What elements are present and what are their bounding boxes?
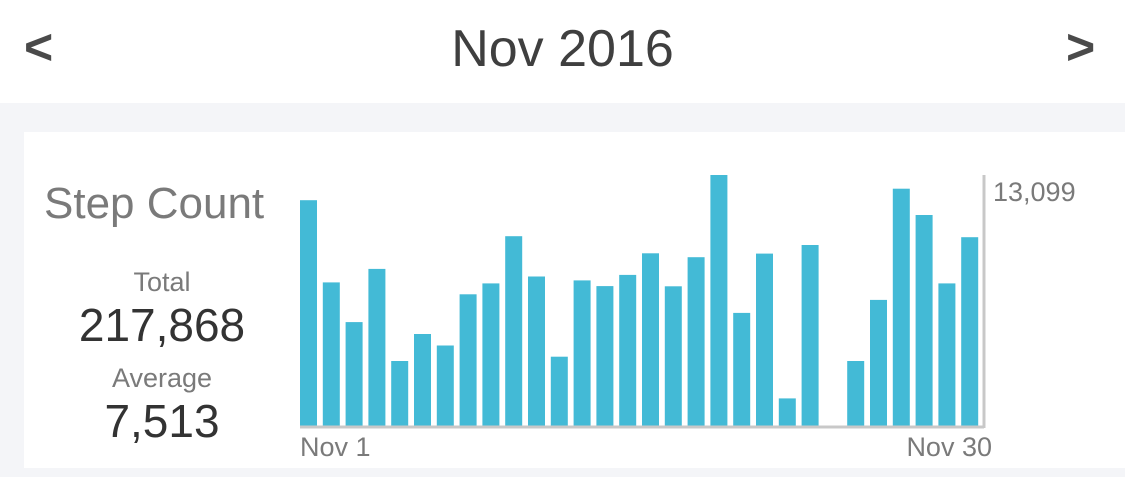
bar-nov-17	[664, 286, 682, 426]
bar-nov-12	[550, 356, 568, 426]
bar-nov-7	[436, 345, 454, 426]
y-max-label: 13,099	[993, 177, 1076, 207]
bar-nov-5	[391, 361, 409, 426]
bar-nov-23	[801, 245, 819, 426]
bar-nov-4	[368, 268, 386, 426]
bar-nov-10	[505, 236, 523, 426]
total-value: 217,868	[78, 299, 246, 351]
bar-nov-20	[733, 312, 751, 426]
bar-nov-15	[619, 274, 637, 426]
bar-nov-11	[528, 276, 545, 426]
bar-nov-3	[345, 322, 363, 426]
bar-series	[300, 175, 979, 426]
x-start-label: Nov 1	[300, 432, 371, 462]
bar-nov-2	[322, 282, 340, 426]
bar-nov-29	[938, 283, 956, 426]
step-count-card[interactable]: Step Count Total 217,868 Average 7,513 1…	[24, 132, 1125, 468]
bar-nov-22	[778, 398, 796, 426]
step-count-chart: 13,099 Nov 1 Nov 30	[300, 175, 1076, 462]
card-title: Step Count	[44, 179, 265, 228]
bar-nov-27	[892, 188, 910, 426]
next-month-button[interactable]: >	[1066, 19, 1096, 75]
bar-nov-21	[756, 253, 773, 426]
bar-nov-19	[710, 175, 728, 426]
bar-nov-30	[961, 237, 979, 426]
bar-nov-6	[414, 334, 431, 426]
average-value: 7,513	[104, 395, 220, 447]
bar-nov-25	[847, 361, 865, 426]
bar-nov-26	[870, 299, 887, 426]
month-title: Nov 2016	[451, 20, 674, 78]
x-end-label: Nov 30	[906, 432, 992, 462]
bar-nov-28	[915, 215, 933, 426]
previous-month-button[interactable]: <	[24, 19, 54, 75]
bar-nov-14	[596, 286, 614, 426]
bar-nov-9	[482, 283, 500, 426]
average-label: Average	[111, 363, 213, 393]
total-label: Total	[133, 267, 191, 297]
bar-nov-13	[573, 280, 591, 426]
bar-nov-8	[459, 294, 477, 426]
month-header: < Nov 2016 >	[0, 0, 1125, 103]
bar-nov-1	[300, 200, 317, 426]
bar-nov-16	[642, 253, 659, 426]
bar-nov-18	[687, 257, 705, 426]
